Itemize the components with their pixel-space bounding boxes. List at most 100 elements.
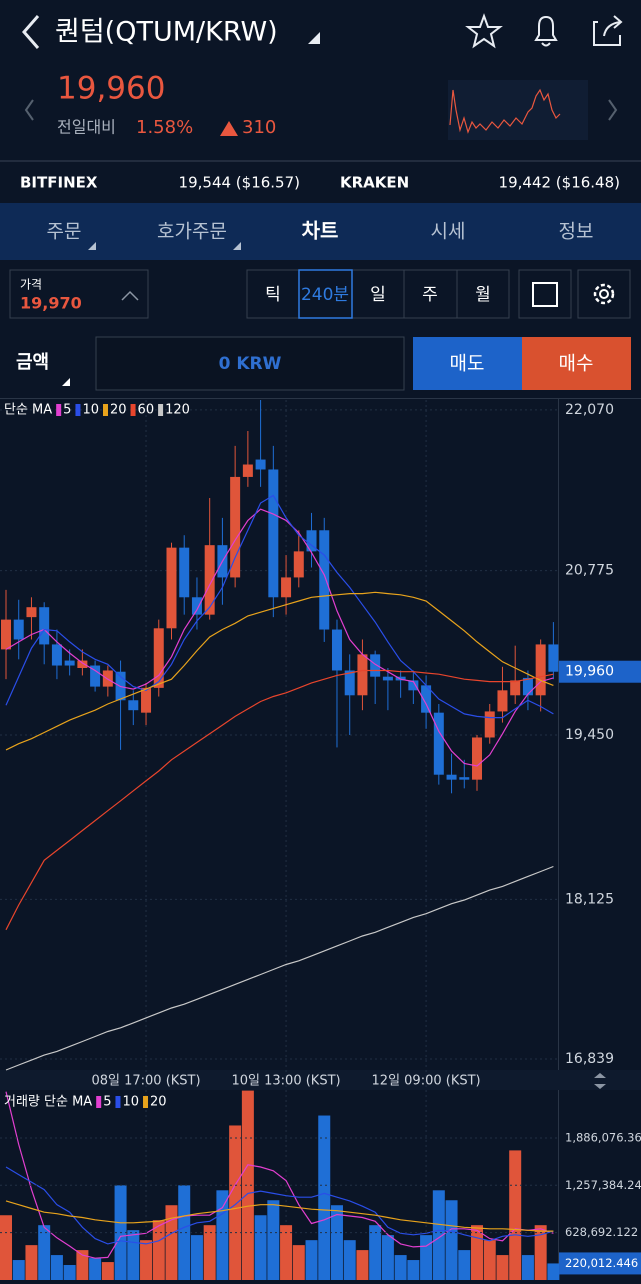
charts: 22,070 20,775 19,450 18,125 16,839 19,960 08일 … xyxy=(0,400,641,1280)
volume-bar xyxy=(496,1255,509,1280)
legend-label: 20 xyxy=(110,403,127,418)
tab-active[interactable]: 차트 xyxy=(302,219,339,243)
volume-bar xyxy=(420,1235,433,1280)
amount-input[interactable] xyxy=(95,336,405,391)
price-label: 가격 xyxy=(20,278,42,292)
layout-icon xyxy=(532,282,558,307)
page-title: 퀀텀(QTUM/KRW) xyxy=(55,17,278,48)
interval-group xyxy=(246,269,510,319)
candle-body xyxy=(128,700,139,711)
price-toggle[interactable] xyxy=(121,290,139,301)
interval-button[interactable]: 240분 xyxy=(301,285,349,305)
volume-bar xyxy=(38,1225,51,1280)
candle-body xyxy=(281,577,292,598)
legend-swatch xyxy=(143,1096,149,1108)
exchange-name: BITFINEX xyxy=(20,174,98,192)
legend-swatch xyxy=(96,1096,102,1108)
settings-button-box[interactable] xyxy=(577,269,631,319)
buy-button[interactable] xyxy=(522,337,631,390)
candle-body xyxy=(497,690,508,712)
candle-body xyxy=(204,545,215,615)
sparkline xyxy=(449,88,561,134)
y-tick-label: 1,886,076.366 xyxy=(565,1130,641,1144)
candle-body xyxy=(408,680,419,691)
volume-bar xyxy=(89,1258,102,1280)
volume-bar xyxy=(547,1263,560,1280)
volume-bar xyxy=(381,1235,394,1280)
change-label: 전일대비 xyxy=(57,118,116,137)
candle-body xyxy=(268,469,279,598)
share-button[interactable] xyxy=(593,15,623,46)
y-tick-label: 18,125 xyxy=(565,891,614,907)
ma-line xyxy=(5,865,554,1071)
exchange-price: 19,544 ($16.57) xyxy=(179,174,300,192)
volume-bar xyxy=(152,1220,165,1280)
price-value: 19,970 xyxy=(20,294,82,313)
volume-bar xyxy=(140,1240,153,1280)
price-box[interactable] xyxy=(9,269,149,319)
volume-bar xyxy=(178,1185,191,1280)
settings-icon xyxy=(593,283,615,305)
legend-label: 5 xyxy=(103,1095,111,1110)
candle-body xyxy=(39,607,50,645)
y-tick-label: 19,450 xyxy=(565,727,614,743)
title-dropdown[interactable] xyxy=(308,32,320,44)
current-value-marker xyxy=(559,1252,641,1275)
volume-bar xyxy=(445,1200,458,1280)
interval-button[interactable]: 틱 xyxy=(265,285,281,305)
x-tick-label: 08일 17:00 (KST) xyxy=(91,1074,200,1089)
tab[interactable]: 시세 xyxy=(431,221,466,243)
volume-bar xyxy=(432,1190,445,1280)
tab[interactable]: 호가주문 xyxy=(157,221,227,243)
volume-bar xyxy=(369,1225,382,1280)
resize-handle[interactable] xyxy=(594,1073,606,1089)
up-triangle xyxy=(220,121,238,136)
y-tick-label: 20,775 xyxy=(565,563,614,579)
candle-body xyxy=(421,685,432,713)
favorite-button[interactable] xyxy=(465,13,503,49)
alarm-button[interactable] xyxy=(534,15,558,47)
legend-label: 60 xyxy=(138,403,155,418)
interval-button[interactable]: 주 xyxy=(422,285,438,305)
volume-bar xyxy=(229,1125,242,1280)
ma-line xyxy=(5,508,554,767)
candle-body xyxy=(230,476,241,578)
volume-bar xyxy=(0,1215,12,1280)
candle-body xyxy=(535,644,546,696)
candle-body xyxy=(522,677,533,696)
x-tick-label: 12일 09:00 (KST) xyxy=(372,1074,481,1089)
layout-button-box[interactable] xyxy=(518,269,572,319)
tab[interactable]: 정보 xyxy=(559,221,594,243)
volume-bar xyxy=(190,1235,203,1280)
interval-button[interactable]: 일 xyxy=(370,285,386,305)
current-value-marker xyxy=(559,660,641,683)
sparkline-box xyxy=(448,80,588,140)
candle-body xyxy=(90,665,101,687)
candle-body xyxy=(548,644,559,672)
candle-body xyxy=(382,676,393,681)
volume-bar xyxy=(458,1250,471,1280)
legend-label: 120 xyxy=(165,403,190,418)
sell-label: 매도 xyxy=(450,353,485,375)
sell-button[interactable] xyxy=(413,337,522,390)
amount-dropdown[interactable] xyxy=(62,378,70,386)
prev-button[interactable] xyxy=(24,99,34,121)
interval-button[interactable]: 월 xyxy=(475,285,491,305)
volume-bar xyxy=(254,1215,267,1280)
change-percent: 1.58% xyxy=(136,117,193,138)
volume-bar xyxy=(534,1225,547,1280)
tab[interactable]: 주문 xyxy=(47,221,82,243)
back-button[interactable] xyxy=(22,15,40,49)
next-button[interactable] xyxy=(608,99,618,121)
candle-body xyxy=(26,607,37,618)
settings-icon-center xyxy=(599,289,609,299)
legend-swatch xyxy=(158,404,164,416)
volume-bar xyxy=(292,1245,305,1280)
exchange-price: 19,442 ($16.48) xyxy=(499,174,620,192)
tab-dropdown xyxy=(88,242,96,250)
candle-body xyxy=(293,551,304,578)
candle-body xyxy=(1,619,11,650)
legend-swatch xyxy=(75,404,81,416)
candle-body xyxy=(179,547,190,598)
candle-body xyxy=(319,530,330,630)
